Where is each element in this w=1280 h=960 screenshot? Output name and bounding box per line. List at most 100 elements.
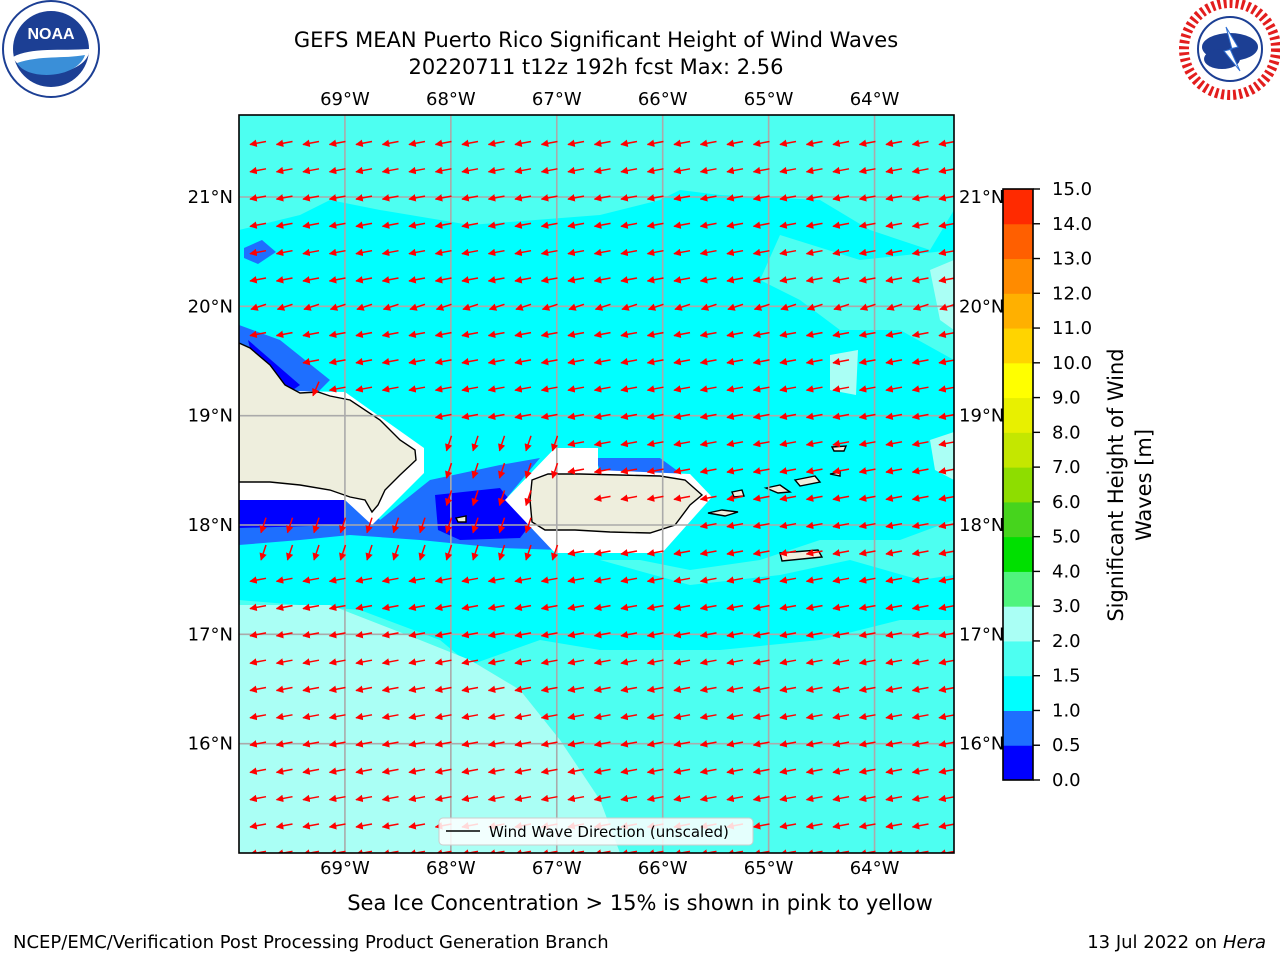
wave-direction-arrow [275,685,293,693]
wave-direction-arrow [355,357,373,366]
wave-direction-arrow [938,385,954,393]
wave-direction-arrow [275,630,293,639]
wave-direction-arrow [885,822,903,830]
wave-direction-arrow [858,740,876,748]
wave-direction-arrow [726,603,744,612]
wave-direction-arrow [593,139,611,147]
map-frame [238,114,955,854]
wave-direction-arrow [434,221,452,229]
wave-direction-arrow [752,166,770,175]
wave-direction-arrow [249,685,267,693]
wave-direction-arrow [302,685,320,693]
colorbar-tick-label: 4.0 [1052,561,1081,582]
wave-direction-arrow [355,712,373,721]
wave-direction-arrow [832,822,850,830]
wave-direction-arrow [673,194,691,202]
wave-direction-arrow [752,767,770,775]
wave-direction-arrow [673,166,691,175]
wave-direction-arrow [805,276,823,284]
wave-direction-arrow [328,221,346,229]
wave-direction-arrow [779,549,797,557]
wave-direction-arrow [567,467,585,475]
wave-direction-arrow [911,139,929,147]
wave-direction-arrow [381,139,399,147]
wave-direction-arrow [382,303,399,311]
wave-direction-arrow [418,517,426,534]
wave-direction-arrow [858,767,876,775]
virgin-islands-1 [763,484,792,494]
noaa-logo-text: NOAA [27,26,75,43]
wave-direction-arrow [312,517,320,534]
colorbar-segment [1003,745,1033,781]
wave-direction-arrow [514,630,532,639]
colorbar-tick-label: 10.0 [1052,353,1092,374]
wave-direction-arrow [540,194,558,202]
wave-direction-arrow [805,822,823,830]
wave-direction-arrow [911,685,929,693]
wave-direction-arrow [276,303,293,311]
lat-label-left: 19°N [188,406,233,427]
wave-direction-arrow [885,166,903,175]
wave-direction-arrow [938,576,954,584]
wave-direction-arrow [938,330,954,339]
wave-direction-arrow [524,462,532,479]
wave-direction-arrow [832,194,850,202]
wave-direction-arrow [911,330,929,339]
wave-direction-arrow [381,248,399,257]
wave-direction-arrow [461,357,479,366]
wave-direction-arrow [381,221,399,229]
wave-direction-arrow [620,139,638,147]
wave-direction-arrow [752,221,770,229]
wave-direction-arrow [646,494,664,502]
wave-direction-arrow [259,544,267,561]
wave-direction-arrow [487,276,505,284]
mona-island [454,515,467,523]
wave-direction-arrow [434,330,452,339]
wave-direction-arrow [832,439,850,448]
legend-label: Wind Wave Direction (unscaled) [489,823,729,841]
wave-direction-arrow [726,166,744,175]
wave-direction-arrow [620,685,638,693]
wave-direction-arrow [911,603,929,612]
wave-direction-arrow [911,576,929,584]
wave-direction-arrow [911,822,929,830]
wave-direction-arrow [381,712,399,721]
wave-direction-arrow [726,248,744,257]
wave-direction-arrow [805,439,823,448]
wave-direction-arrow [434,139,452,147]
wave-direction-arrow [938,549,954,557]
wave-direction-arrow [885,439,903,448]
wave-direction-arrow [461,630,479,639]
wave-direction-arrow [593,685,611,693]
wave-direction-arrow [938,822,954,830]
wave-direction-arrow [858,385,876,393]
wave-direction-arrow [381,740,399,748]
wave-direction-arrow [514,221,532,229]
wave-direction-arrow [302,221,320,229]
wave-direction-arrow [832,385,850,393]
wave-direction-arrow [567,139,585,147]
wave-direction-arrow [381,166,399,175]
wave-direction-arrow [540,767,558,775]
wave-direction-arrow [461,603,479,612]
wave-direction-arrow [726,521,744,530]
wave-direction-arrow [381,630,399,639]
wave-direction-arrow [302,630,320,639]
colorbar-tick-label: 5.0 [1052,527,1081,548]
wave-direction-arrow [250,303,267,311]
wave-direction-arrow [328,276,346,284]
wave-direction-arrow [858,276,876,284]
wave-direction-arrow [381,276,399,284]
wave-direction-arrow [328,357,346,366]
wave-direction-arrow [249,139,267,147]
wave-direction-arrow [779,630,797,639]
wave-direction-arrow [726,412,744,420]
wave-direction-arrow [302,794,320,803]
wave-direction-arrow [858,712,876,721]
wave-direction-arrow [540,685,558,693]
wave-direction-arrow [886,303,903,311]
wave-direction-arrow [858,521,876,530]
wave-direction-arrow [487,712,505,721]
wave-direction-arrow [487,576,505,584]
wave-direction-arrow [885,767,903,775]
